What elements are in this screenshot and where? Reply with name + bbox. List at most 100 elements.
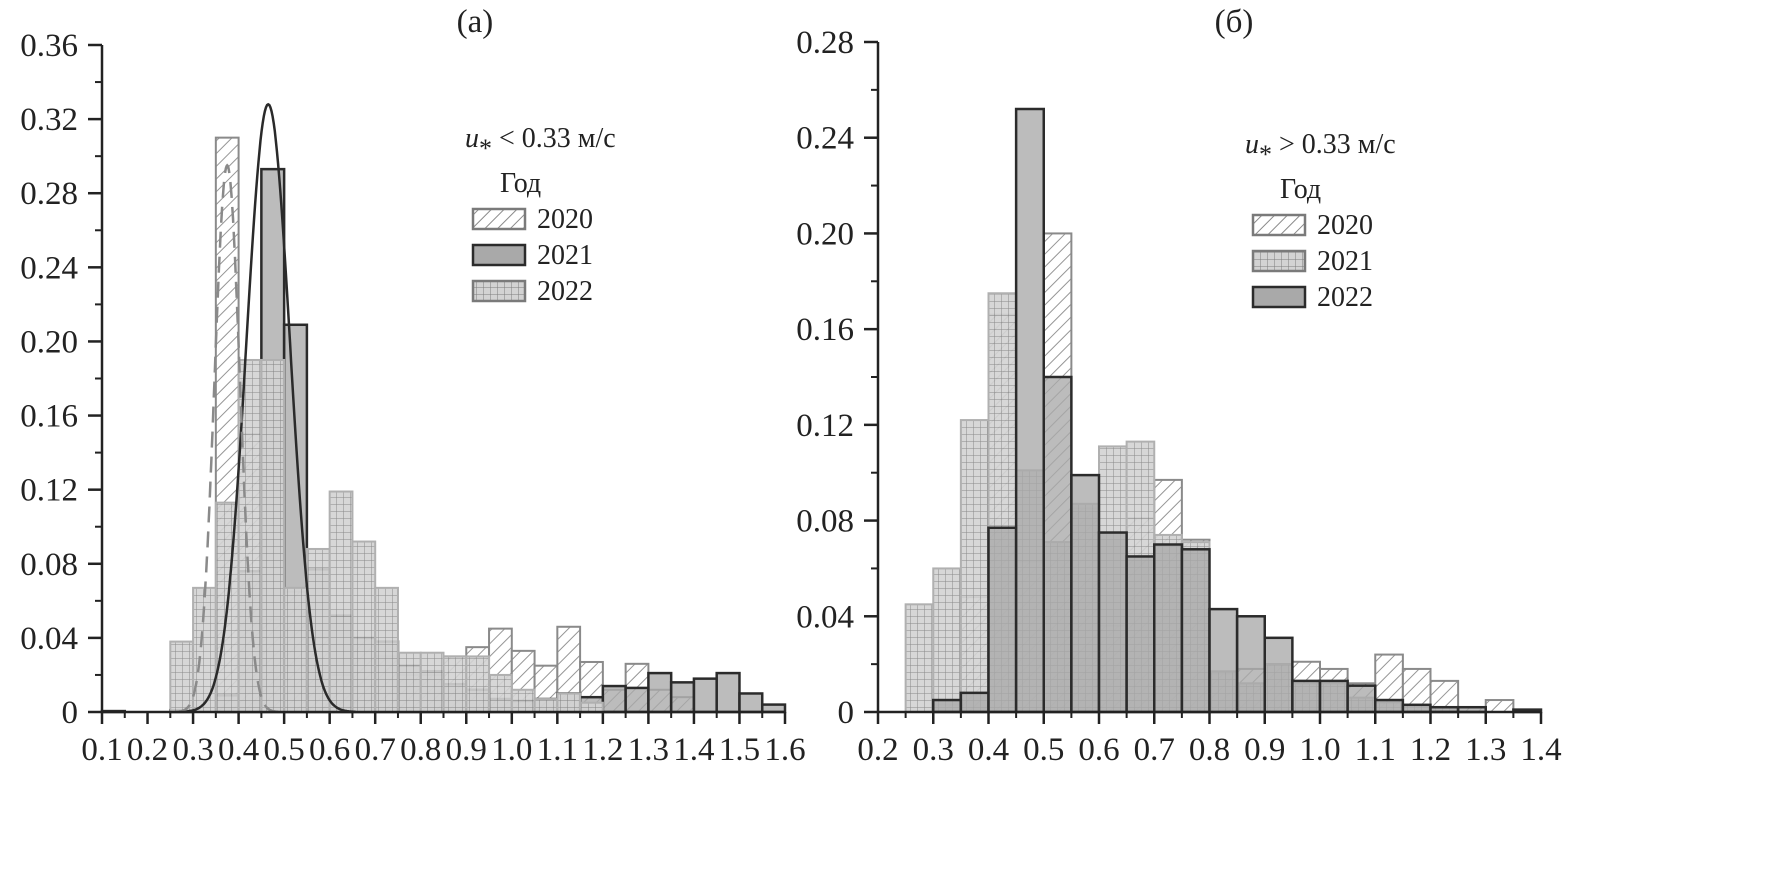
x-tick-label: 0.2 [127, 732, 168, 768]
x-tick-label: 0.4 [968, 732, 1009, 768]
panel-title: (а) [457, 4, 494, 40]
bar-2022 [396, 651, 422, 714]
bar-2022 [1070, 473, 1101, 714]
legend: u* > 0.33 м/с Год 2020 2021 2022 [1245, 129, 1396, 313]
x-tick-label: 0.2 [857, 732, 898, 768]
series-2022 [932, 107, 1543, 714]
bar-2022 [465, 655, 491, 714]
y-tick-label: 0.08 [20, 547, 78, 583]
x-tick-label: 0.7 [355, 732, 396, 768]
bar-2021 [715, 671, 741, 714]
legend-swatch-2021 [471, 243, 527, 267]
x-tick-label: 1.0 [1299, 732, 1340, 768]
legend-condition: u* < 0.33 м/с [465, 123, 616, 163]
x-tick-label: 0.3 [172, 732, 213, 768]
x-tick-label: 0.8 [400, 732, 441, 768]
bar-2022 [1263, 636, 1294, 714]
bar-2022 [305, 547, 331, 714]
bar-2022 [1097, 531, 1128, 714]
chart-panel-b: 0 0.04 0.08 0.12 0.16 0.20 0.24 0.28 0.2 0.3 0.4 0.… [796, 4, 1561, 768]
x-tick-label: 1.3 [628, 732, 669, 768]
legend-label-2021: 2021 [1317, 246, 1373, 277]
legend-swatch-2020 [471, 207, 527, 231]
y-tick-label: 0.12 [796, 408, 854, 444]
x-tick-label: 0.1 [81, 732, 122, 768]
legend-swatch-2022 [1251, 285, 1307, 309]
bar-2022 [419, 651, 445, 714]
fit-curve-2021 [180, 102, 356, 714]
bar-2022 [932, 698, 963, 714]
legend-label-2022: 2022 [1317, 282, 1373, 313]
series-2022 [169, 358, 604, 714]
y-tick-label: 0.36 [20, 28, 78, 64]
x-tick-label: 0.9 [446, 732, 487, 768]
legend-header: Год [500, 168, 541, 199]
bar-2022 [442, 655, 468, 714]
x-tick-label: 0.7 [1134, 732, 1175, 768]
x-tick-label: 1.3 [1465, 732, 1506, 768]
bar-2022 [1374, 698, 1405, 714]
legend-label-2020: 2020 [537, 204, 593, 235]
legend-label-2022: 2022 [537, 276, 593, 307]
y-tick-label: 0.20 [20, 324, 78, 360]
bar-2021 [624, 686, 650, 714]
bar-2021 [959, 419, 990, 713]
bar-2022 [260, 358, 286, 713]
x-tick-label: 1.2 [582, 732, 623, 768]
bar-2021 [601, 684, 627, 714]
x-tick-label: 1.6 [764, 732, 805, 768]
y-tick-label: 0.16 [796, 312, 854, 348]
y-tick-label: 0.24 [796, 121, 854, 157]
bar-2022 [1180, 548, 1211, 714]
legend-swatch-2022 [471, 279, 527, 303]
x-tick-label: 1.1 [537, 732, 578, 768]
bar-2022 [556, 692, 582, 714]
bar-2022 [351, 540, 377, 713]
y-tick-label: 0.28 [20, 176, 78, 212]
x-tick-label: 0.5 [1023, 732, 1064, 768]
x-tick-label: 1.1 [1355, 732, 1396, 768]
fit-curve-2020 [176, 163, 279, 714]
bar-2022 [1042, 375, 1073, 714]
legend-label-2021: 2021 [537, 240, 593, 271]
bar-2022 [987, 526, 1018, 714]
legend-swatch-2021 [1251, 249, 1307, 273]
x-tick-label: 0.3 [913, 732, 954, 768]
x-tick-label: 0.9 [1244, 732, 1285, 768]
y-tick-label: 0.04 [20, 621, 78, 657]
bar-2022 [1318, 679, 1349, 714]
bar-2022 [1291, 679, 1322, 714]
bar-2022 [959, 691, 990, 714]
x-tick-label: 0.8 [1189, 732, 1230, 768]
bar-2022 [169, 640, 195, 713]
bar-2022 [1014, 107, 1045, 714]
bar-2022 [1125, 555, 1156, 714]
bar-2021 [738, 692, 764, 714]
panel-title: (б) [1215, 4, 1254, 40]
bar-2022 [374, 586, 399, 713]
bar-2022 [488, 673, 513, 714]
bar-2022 [1235, 615, 1266, 714]
legend-label-2020: 2020 [1317, 210, 1373, 241]
bar-2022 [1153, 543, 1184, 714]
y-tick-label: 0.12 [20, 473, 78, 509]
x-tick-label: 1.5 [719, 732, 760, 768]
bar-2021 [692, 677, 718, 714]
y-tick-label: 0.32 [20, 102, 78, 138]
x-tick-label: 0.4 [218, 732, 259, 768]
legend-swatch-2020 [1251, 213, 1307, 237]
bar-2021 [932, 567, 962, 714]
legend: u* < 0.33 м/с Год 2020 2021 2022 [465, 123, 616, 307]
y-tick-label: 0.16 [20, 399, 78, 435]
bar-2022 [533, 698, 559, 714]
bar-2022 [510, 688, 536, 713]
y-tick-label: 0.20 [796, 216, 854, 252]
y-tick-label: 0.08 [796, 504, 854, 540]
x-tick-label: 0.6 [309, 732, 350, 768]
x-tick-label: 1.2 [1410, 732, 1451, 768]
bar-2022 [1346, 684, 1377, 714]
y-tick-label: 0.24 [20, 250, 78, 286]
x-tick-label: 0.5 [264, 732, 305, 768]
y-tick-label: 0 [838, 695, 855, 731]
